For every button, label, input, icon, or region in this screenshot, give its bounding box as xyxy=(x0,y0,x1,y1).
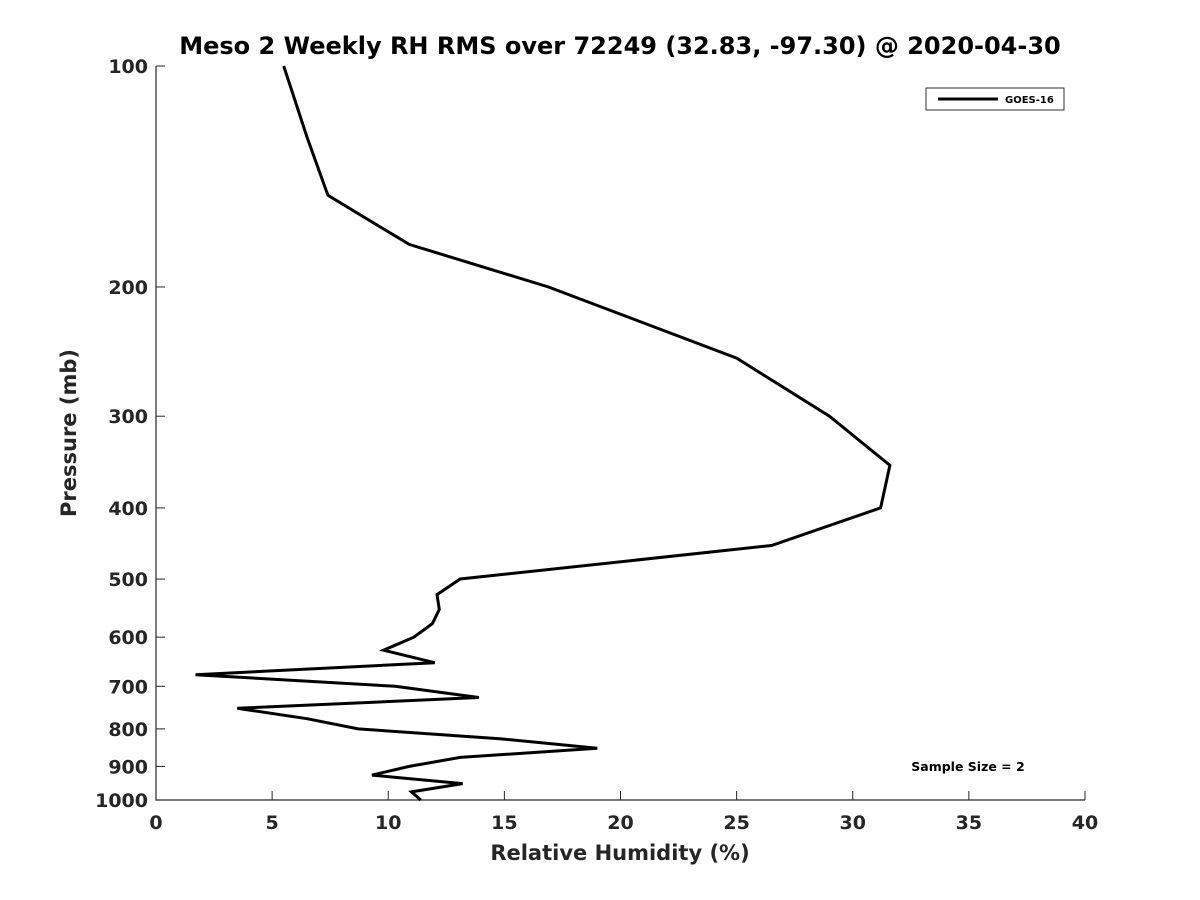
y-tick-label: 400 xyxy=(108,498,148,520)
y-axis-label: Pressure (mb) xyxy=(57,349,81,517)
y-tick-label: 500 xyxy=(108,569,148,591)
x-tick-label: 35 xyxy=(956,812,982,834)
sample-size-annotation: Sample Size = 2 xyxy=(911,759,1024,774)
plot-area: 0 5 10 15 20 25 30 35 40 100 200 300 400 500 600 700 80… xyxy=(95,56,1098,834)
y-tick-label: 1000 xyxy=(95,790,148,812)
legend-label-goes-16: GOES-16 xyxy=(1005,95,1054,106)
x-tick-label: 15 xyxy=(491,812,517,834)
x-axis-ticks: 0 5 10 15 20 25 30 35 40 xyxy=(149,791,1098,834)
x-axis-label: Relative Humidity (%) xyxy=(490,841,749,865)
legend: GOES-16 xyxy=(925,87,1065,111)
x-tick-label: 30 xyxy=(840,812,866,834)
axes-frame xyxy=(155,66,1085,801)
x-tick-label: 10 xyxy=(375,812,401,834)
x-tick-label: 20 xyxy=(607,812,633,834)
x-tick-label: 0 xyxy=(149,812,162,834)
y-axis-ticks: 100 200 300 400 500 600 700 800 900 1000 xyxy=(95,56,165,812)
y-tick-label: 200 xyxy=(108,277,148,299)
series-line-goes-16 xyxy=(195,65,892,802)
x-tick-label: 25 xyxy=(723,812,749,834)
y-tick-label: 300 xyxy=(108,406,148,428)
chart-title: Meso 2 Weekly RH RMS over 72249 (32.83, … xyxy=(179,32,1061,60)
x-tick-label: 5 xyxy=(266,812,279,834)
y-tick-label: 100 xyxy=(108,56,148,78)
y-tick-label: 600 xyxy=(108,627,148,649)
x-tick-label: 40 xyxy=(1072,812,1098,834)
y-tick-label: 900 xyxy=(108,756,148,778)
y-tick-label: 700 xyxy=(108,676,148,698)
y-tick-label: 800 xyxy=(108,719,148,741)
